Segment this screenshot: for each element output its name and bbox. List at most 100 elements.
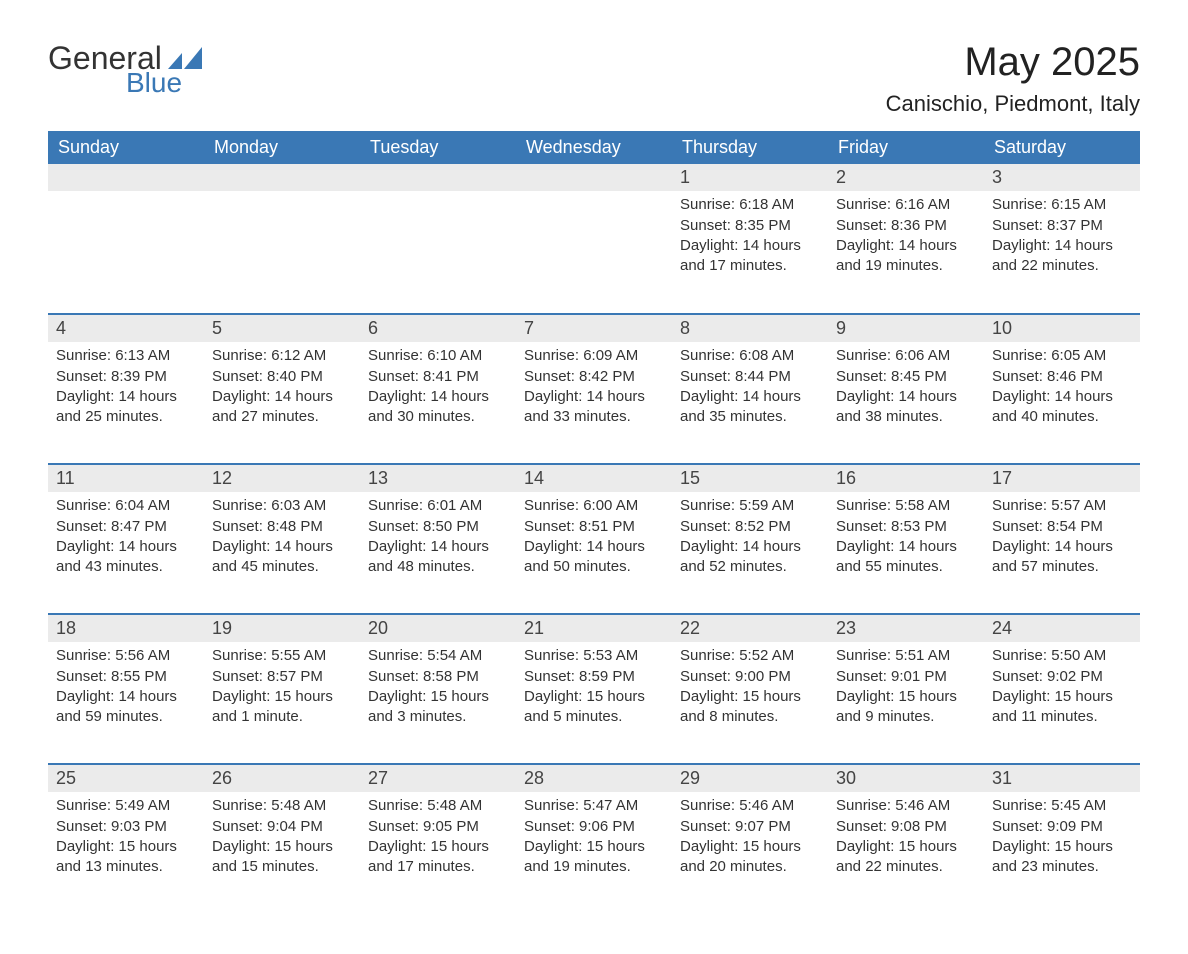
sunrise-text: Sunrise: 5:54 AM [368,646,508,666]
sunset-text: Sunset: 9:09 PM [992,817,1132,837]
calendar-day-cell: 4Sunrise: 6:13 AMSunset: 8:39 PMDaylight… [48,314,204,464]
sunset-text: Sunset: 8:54 PM [992,517,1132,537]
day-number: 14 [516,465,672,492]
calendar-day-cell: 20Sunrise: 5:54 AMSunset: 8:58 PMDayligh… [360,614,516,764]
calendar-day-cell: 23Sunrise: 5:51 AMSunset: 9:01 PMDayligh… [828,614,984,764]
daylight-text: Daylight: 14 hours and 59 minutes. [56,687,196,728]
daylight-text: Daylight: 14 hours and 30 minutes. [368,387,508,428]
sunset-text: Sunset: 9:00 PM [680,667,820,687]
calendar-day-cell: 11Sunrise: 6:04 AMSunset: 8:47 PMDayligh… [48,464,204,614]
day-body: Sunrise: 5:48 AMSunset: 9:05 PMDaylight:… [360,792,516,883]
calendar-day-cell: 31Sunrise: 5:45 AMSunset: 9:09 PMDayligh… [984,764,1140,914]
day-body: Sunrise: 5:58 AMSunset: 8:53 PMDaylight:… [828,492,984,583]
weekday-header: Friday [828,131,984,164]
day-body: Sunrise: 6:03 AMSunset: 8:48 PMDaylight:… [204,492,360,583]
sunrise-text: Sunrise: 5:46 AM [680,796,820,816]
day-number: 22 [672,615,828,642]
sunset-text: Sunset: 8:52 PM [680,517,820,537]
sunrise-text: Sunrise: 5:58 AM [836,496,976,516]
day-body: Sunrise: 6:16 AMSunset: 8:36 PMDaylight:… [828,191,984,282]
day-body: Sunrise: 5:50 AMSunset: 9:02 PMDaylight:… [984,642,1140,733]
calendar-day-cell: 26Sunrise: 5:48 AMSunset: 9:04 PMDayligh… [204,764,360,914]
daylight-text: Daylight: 14 hours and 27 minutes. [212,387,352,428]
calendar-day-cell: 14Sunrise: 6:00 AMSunset: 8:51 PMDayligh… [516,464,672,614]
day-number: 1 [672,164,828,191]
day-body: Sunrise: 6:09 AMSunset: 8:42 PMDaylight:… [516,342,672,433]
daylight-text: Daylight: 14 hours and 45 minutes. [212,537,352,578]
day-body: Sunrise: 5:59 AMSunset: 8:52 PMDaylight:… [672,492,828,583]
daylight-text: Daylight: 15 hours and 3 minutes. [368,687,508,728]
daylight-text: Daylight: 15 hours and 1 minute. [212,687,352,728]
day-body: Sunrise: 5:49 AMSunset: 9:03 PMDaylight:… [48,792,204,883]
weekday-header: Wednesday [516,131,672,164]
calendar-day-cell: 15Sunrise: 5:59 AMSunset: 8:52 PMDayligh… [672,464,828,614]
calendar-day-cell: 16Sunrise: 5:58 AMSunset: 8:53 PMDayligh… [828,464,984,614]
day-number: 31 [984,765,1140,792]
day-body: Sunrise: 5:54 AMSunset: 8:58 PMDaylight:… [360,642,516,733]
day-number: 5 [204,315,360,342]
daylight-text: Daylight: 14 hours and 48 minutes. [368,537,508,578]
sunrise-text: Sunrise: 5:48 AM [368,796,508,816]
sunrise-text: Sunrise: 5:47 AM [524,796,664,816]
title-block: May 2025 Canischio, Piedmont, Italy [886,40,1140,117]
daylight-text: Daylight: 15 hours and 22 minutes. [836,837,976,878]
day-number: 30 [828,765,984,792]
day-body: Sunrise: 6:13 AMSunset: 8:39 PMDaylight:… [48,342,204,433]
calendar-day-cell: 27Sunrise: 5:48 AMSunset: 9:05 PMDayligh… [360,764,516,914]
sunset-text: Sunset: 8:55 PM [56,667,196,687]
day-number: 7 [516,315,672,342]
sunset-text: Sunset: 9:03 PM [56,817,196,837]
sunrise-text: Sunrise: 5:50 AM [992,646,1132,666]
sunrise-text: Sunrise: 6:15 AM [992,195,1132,215]
day-number: 26 [204,765,360,792]
daylight-text: Daylight: 14 hours and 35 minutes. [680,387,820,428]
daylight-text: Daylight: 15 hours and 20 minutes. [680,837,820,878]
sunset-text: Sunset: 9:05 PM [368,817,508,837]
daylight-text: Daylight: 14 hours and 52 minutes. [680,537,820,578]
daylight-text: Daylight: 15 hours and 8 minutes. [680,687,820,728]
sunrise-text: Sunrise: 6:09 AM [524,346,664,366]
sunrise-text: Sunrise: 5:48 AM [212,796,352,816]
daylight-text: Daylight: 14 hours and 57 minutes. [992,537,1132,578]
sunrise-text: Sunrise: 5:52 AM [680,646,820,666]
sunset-text: Sunset: 8:42 PM [524,367,664,387]
sunset-text: Sunset: 8:40 PM [212,367,352,387]
sunset-text: Sunset: 8:45 PM [836,367,976,387]
calendar-day-cell: 28Sunrise: 5:47 AMSunset: 9:06 PMDayligh… [516,764,672,914]
calendar-day-cell: 21Sunrise: 5:53 AMSunset: 8:59 PMDayligh… [516,614,672,764]
day-number: 21 [516,615,672,642]
sunset-text: Sunset: 9:02 PM [992,667,1132,687]
day-number: 4 [48,315,204,342]
daylight-text: Daylight: 14 hours and 40 minutes. [992,387,1132,428]
calendar-day-cell: 8Sunrise: 6:08 AMSunset: 8:44 PMDaylight… [672,314,828,464]
day-number: 6 [360,315,516,342]
day-body: Sunrise: 5:55 AMSunset: 8:57 PMDaylight:… [204,642,360,733]
daylight-text: Daylight: 14 hours and 55 minutes. [836,537,976,578]
sunset-text: Sunset: 8:36 PM [836,216,976,236]
sunset-text: Sunset: 8:47 PM [56,517,196,537]
day-number: 25 [48,765,204,792]
day-number: 13 [360,465,516,492]
day-number: 24 [984,615,1140,642]
day-number: 12 [204,465,360,492]
weekday-header: Saturday [984,131,1140,164]
day-number: 27 [360,765,516,792]
day-body: Sunrise: 6:05 AMSunset: 8:46 PMDaylight:… [984,342,1140,433]
logo: General Blue [48,40,202,99]
daylight-text: Daylight: 14 hours and 25 minutes. [56,387,196,428]
weekday-header: Monday [204,131,360,164]
logo-word-blue: Blue [126,67,182,99]
sunset-text: Sunset: 8:57 PM [212,667,352,687]
sunrise-text: Sunrise: 6:03 AM [212,496,352,516]
sunset-text: Sunset: 8:44 PM [680,367,820,387]
sunset-text: Sunset: 8:50 PM [368,517,508,537]
calendar-day-cell: 3Sunrise: 6:15 AMSunset: 8:37 PMDaylight… [984,164,1140,314]
day-body: Sunrise: 6:18 AMSunset: 8:35 PMDaylight:… [672,191,828,282]
day-number: 29 [672,765,828,792]
sunset-text: Sunset: 9:08 PM [836,817,976,837]
sunrise-text: Sunrise: 6:04 AM [56,496,196,516]
daylight-text: Daylight: 15 hours and 13 minutes. [56,837,196,878]
calendar-day-cell [48,164,204,314]
day-number-bar-empty [204,164,360,191]
sunset-text: Sunset: 9:06 PM [524,817,664,837]
